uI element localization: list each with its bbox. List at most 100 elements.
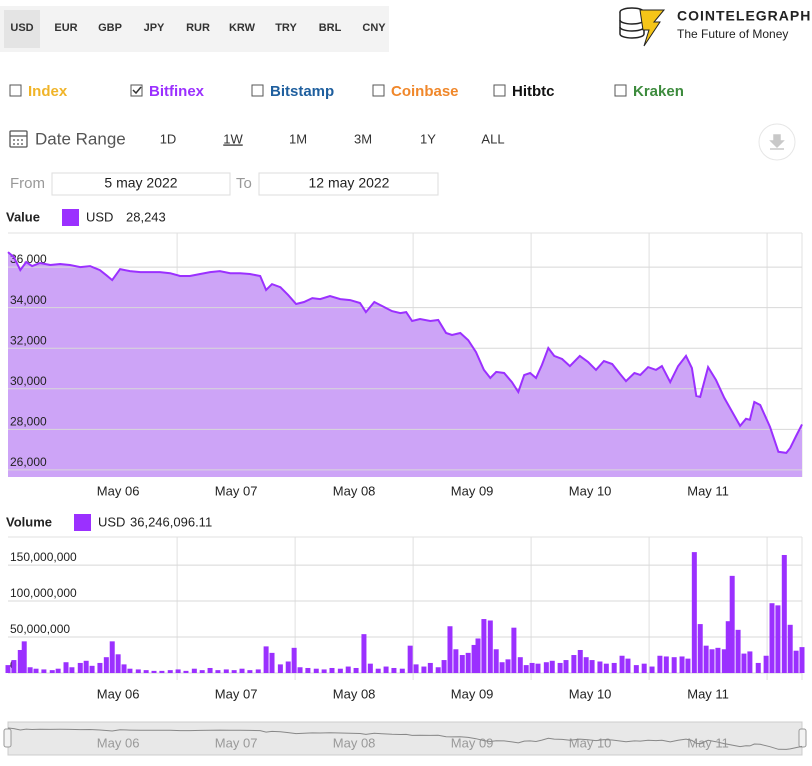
currency-tab[interactable]: RUR [186,22,210,34]
volume-bar [21,641,27,674]
legend-name: USD [86,209,113,224]
currency-tab[interactable]: KRW [229,22,256,34]
exchange-checkbox[interactable] [372,84,385,97]
volume-bar [597,661,603,674]
x-tick-label: May 07 [215,483,258,498]
navigator-handle[interactable] [3,728,12,748]
exchange-label[interactable]: Bitstamp [270,83,334,100]
navigator-label: May 08 [333,735,376,750]
from-value: 5 may 2022 [104,175,177,191]
range-button[interactable]: 1W [223,131,243,146]
exchange-label[interactable]: Bitfinex [149,83,205,100]
volume-bar [83,660,89,674]
price-line [7,251,803,454]
currency-tab[interactable]: BRL [319,22,342,34]
range-button[interactable]: 1D [160,131,177,146]
exchange-label[interactable]: Coinbase [391,83,459,100]
volume-bar [435,667,441,674]
volume-bar [657,655,663,674]
exchange-checkbox[interactable] [9,84,22,97]
volume-bar [709,649,715,674]
exchange-checkbox[interactable] [251,84,264,97]
volume-bar [475,638,481,674]
range-button[interactable]: 1Y [420,131,436,146]
volume-bar [611,662,617,674]
to-input[interactable] [258,172,439,196]
legend-swatch [74,514,91,531]
volume-bar [729,575,735,674]
volume-bar [529,662,535,674]
currency-bar [0,6,389,52]
volume-bar [499,662,505,674]
volume-bar [215,670,221,674]
volume-bar [5,665,11,674]
exchange-label[interactable]: Kraken [633,83,684,100]
navigator-handle[interactable] [798,728,807,748]
volume-bar [679,656,685,674]
from-input[interactable] [51,172,231,196]
x-tick-label: May 07 [215,686,258,701]
range-button[interactable]: 3M [354,131,372,146]
volume-bar [697,624,703,674]
volume-bar [121,664,127,674]
currency-tab[interactable]: USD [10,22,33,34]
x-tick-label: May 06 [97,483,140,498]
volume-bar [511,627,517,674]
volume-bar [269,652,275,674]
volume-bar [329,667,335,674]
y-tick-label: 30,000 [10,374,47,388]
volume-bar [199,670,205,674]
x-tick-label: May 10 [569,686,612,701]
currency-tab[interactable]: EUR [54,22,77,34]
volume-bar [625,658,631,674]
volume-bar [337,668,343,674]
volume-bar [375,668,381,674]
volume-bar [247,670,253,674]
volume-bar [769,603,775,674]
exchange-checkbox[interactable] [130,84,143,97]
volume-bar [11,660,17,674]
volume-bar [427,662,433,674]
range-button[interactable]: ALL [481,131,504,146]
volume-bar [535,663,541,674]
volume-bar [741,653,747,674]
volume-bar [787,624,793,674]
volume-bar [55,668,61,674]
volume-bar [487,620,493,674]
navigator-label: May 06 [97,735,140,750]
navigator-label: May 10 [569,735,612,750]
exchange-label[interactable]: Index [28,83,68,100]
currency-tab[interactable]: CNY [362,22,386,34]
volume-bar [231,670,237,674]
navigator-label: May 07 [215,735,258,750]
currency-tab[interactable]: JPY [144,22,165,34]
volume-bar [255,669,261,674]
legend-value: 28,243 [126,209,166,224]
x-tick-label: May 09 [451,686,494,701]
range-button[interactable]: 1M [289,131,307,146]
download-icon [769,134,785,150]
exchange-checkbox[interactable] [614,84,627,97]
volume-bar [685,658,691,674]
y-tick-label: 34,000 [10,293,47,307]
volume-bar [49,670,55,674]
currency-tab[interactable]: GBP [98,22,122,34]
volume-bar [297,667,303,674]
volume-bar [619,655,625,674]
exchange-checkbox[interactable] [493,84,506,97]
volume-bar [115,654,121,674]
currency-tab[interactable]: TRY [275,22,297,34]
volume-bar [239,668,245,674]
legend-swatch [62,209,79,226]
volume-bar [781,554,787,674]
volume-bar [27,667,33,674]
exchange-label[interactable]: Hitbtc [512,83,555,100]
brand-name: COINTELEGRAPH [677,8,811,24]
y-tick-label: 26,000 [10,455,47,469]
volume-bar [159,670,165,674]
legend-value: 36,246,096.11 [130,514,212,529]
volume-bar [69,667,75,674]
volume-bar [755,662,761,674]
currency-tab-selected[interactable] [4,10,40,48]
